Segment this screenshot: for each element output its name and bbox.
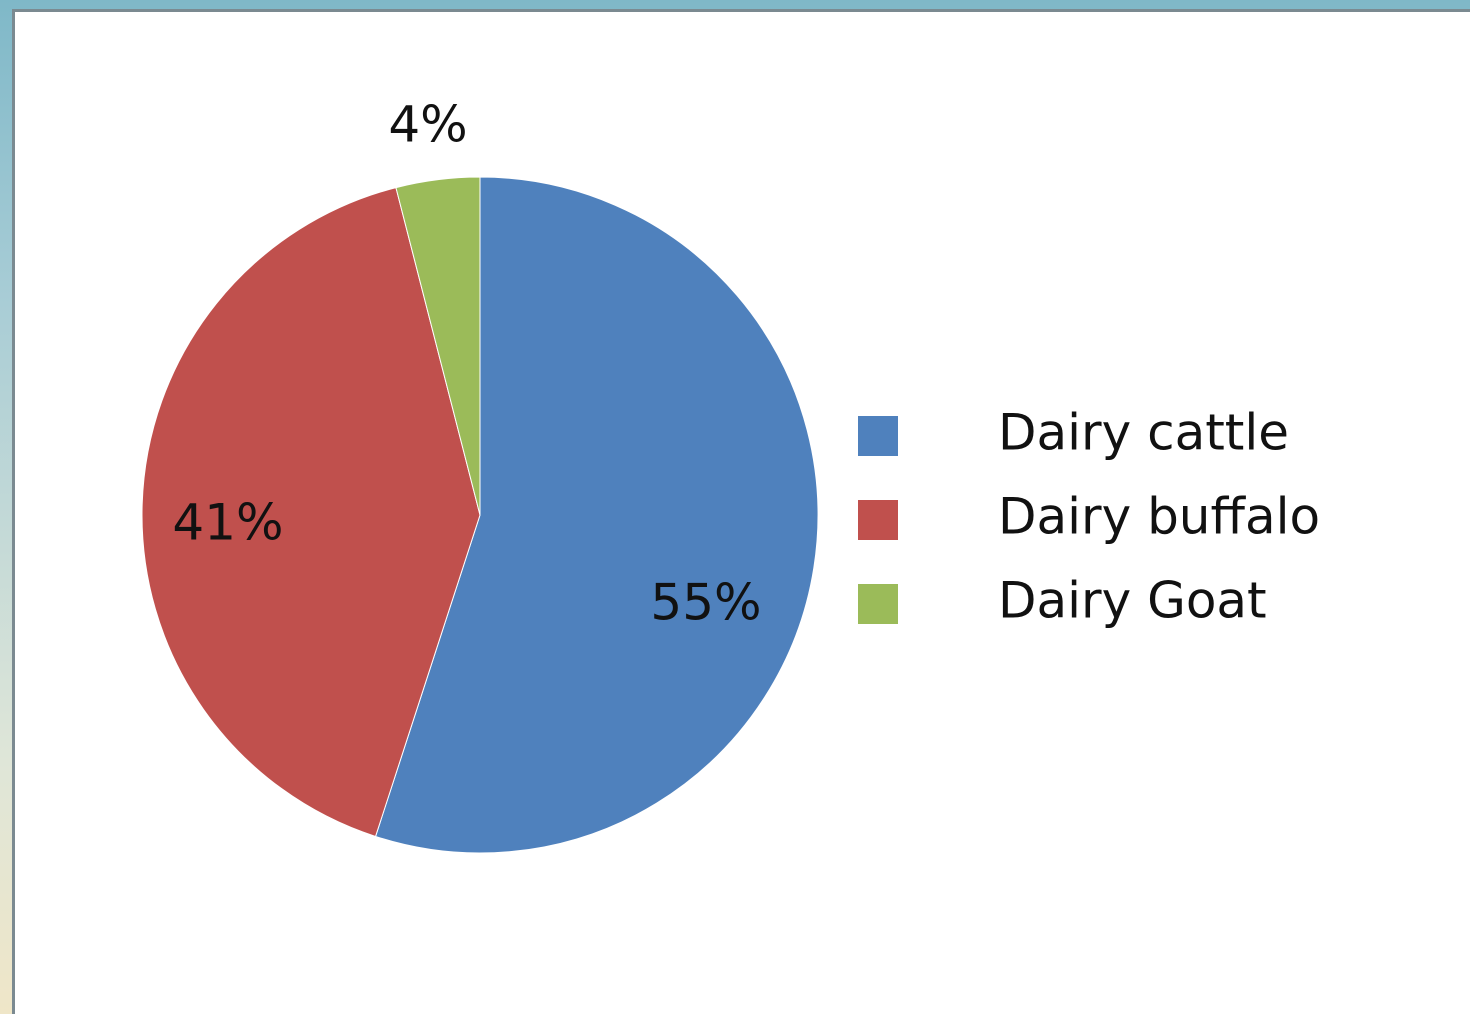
legend-swatch-dairy-goat	[858, 584, 898, 624]
slice-label-dairy-cattle: 55%	[650, 574, 761, 632]
pie-slice-dairy-goat	[395, 176, 481, 516]
slice-label-dairy-buffalo: 41%	[172, 494, 283, 552]
legend-label-dairy-goat: Dairy Goat	[998, 572, 1267, 630]
legend-swatch-dairy-buffalo	[858, 500, 898, 540]
slice-label-dairy-goat: 4%	[388, 96, 467, 154]
legend-swatch-dairy-cattle	[858, 416, 898, 456]
slice-labels: 55% 41% 4%	[172, 96, 761, 632]
pie-slice-dairy-cattle	[374, 176, 819, 854]
legend-label-dairy-cattle: Dairy cattle	[998, 404, 1289, 462]
legend-label-dairy-buffalo: Dairy buffalo	[998, 488, 1320, 546]
pie-slice-dairy-buffalo	[141, 187, 481, 838]
pie-slices	[141, 176, 819, 854]
legend: Dairy cattle Dairy buffalo Dairy Goat	[858, 404, 1320, 630]
